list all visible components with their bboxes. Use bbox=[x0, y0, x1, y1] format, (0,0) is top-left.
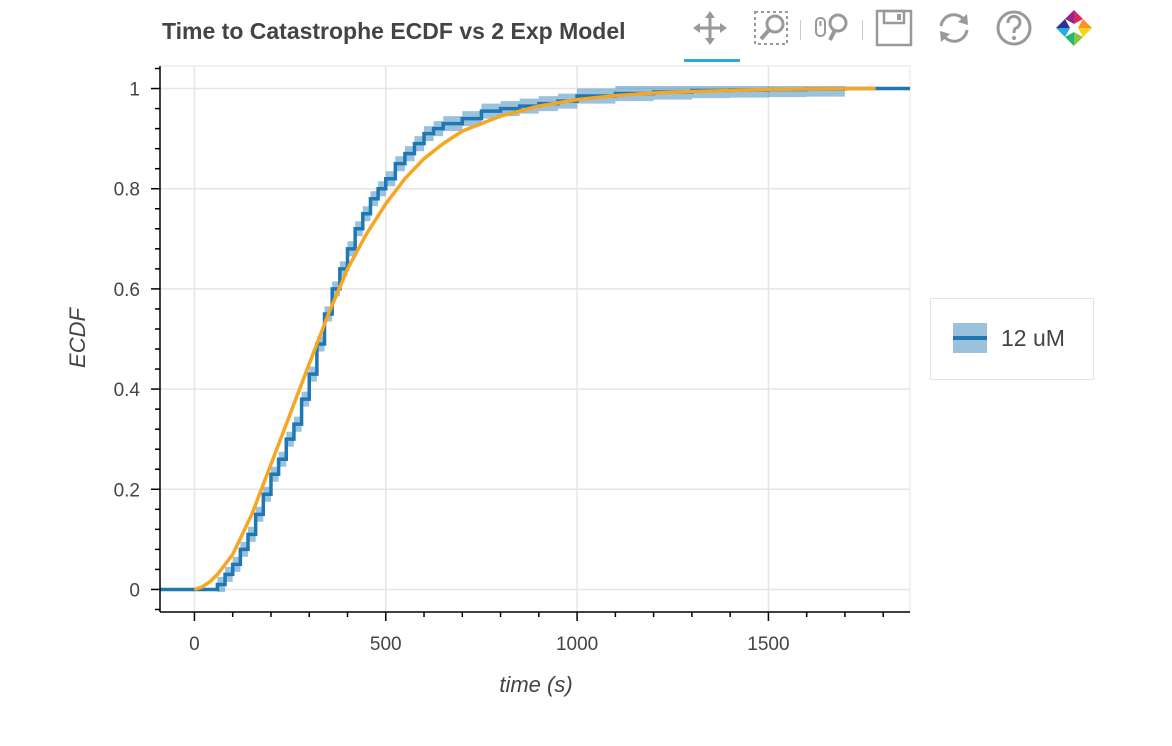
wheel-zoom-tool-button[interactable] bbox=[810, 6, 854, 50]
legend-swatch bbox=[953, 323, 987, 353]
reset-icon bbox=[939, 13, 969, 43]
y-axis-label: ECDF bbox=[65, 306, 90, 367]
save-icon bbox=[875, 9, 913, 47]
help-icon bbox=[996, 10, 1032, 46]
series-layer bbox=[160, 86, 910, 592]
chart-title: Time to Catastrophe ECDF vs 2 Exp Model bbox=[162, 18, 626, 44]
active-tool-indicator bbox=[684, 59, 740, 62]
box-zoom-icon bbox=[754, 11, 788, 45]
x-tick-label: 0 bbox=[189, 634, 200, 655]
save-tool-button[interactable] bbox=[872, 6, 916, 50]
ecdf-line bbox=[160, 86, 910, 592]
ecdf-confidence-band bbox=[160, 86, 910, 592]
help-tool-button[interactable] bbox=[992, 6, 1036, 50]
y-tick-label: 0.2 bbox=[114, 480, 140, 501]
y-tick-label: 0.6 bbox=[114, 280, 140, 301]
y-tick-label: 0.8 bbox=[114, 180, 140, 201]
wheel-zoom-icon bbox=[815, 13, 848, 41]
y-tick-label: 0 bbox=[129, 580, 140, 601]
toolbar-separator bbox=[800, 20, 801, 40]
plot-frame bbox=[159, 65, 911, 613]
model-curve bbox=[193, 86, 876, 592]
x-tick-label: 500 bbox=[370, 634, 402, 655]
y-tick-label: 1 bbox=[129, 80, 140, 101]
bokeh-logo-icon bbox=[1056, 10, 1092, 46]
x-tick-label: 1000 bbox=[556, 634, 598, 655]
legend-label: 12 uM bbox=[1001, 325, 1065, 351]
y-tick-label: 0.4 bbox=[114, 380, 141, 401]
box-zoom-tool-button[interactable] bbox=[750, 6, 794, 50]
pan-tool-button[interactable] bbox=[688, 6, 732, 50]
grid bbox=[159, 65, 911, 613]
bokeh-logo-button[interactable] bbox=[1052, 6, 1096, 50]
reset-tool-button[interactable] bbox=[932, 6, 976, 50]
axes: 0 500 1000 1500 0 0.2 0.4 0.6 0.8 1 bbox=[114, 66, 910, 655]
legend: 12 uM bbox=[930, 298, 1094, 380]
x-axis-label: time (s) bbox=[499, 672, 572, 697]
toolbar-separator bbox=[862, 20, 863, 40]
pan-icon bbox=[693, 11, 727, 45]
x-tick-label: 1500 bbox=[747, 634, 789, 655]
